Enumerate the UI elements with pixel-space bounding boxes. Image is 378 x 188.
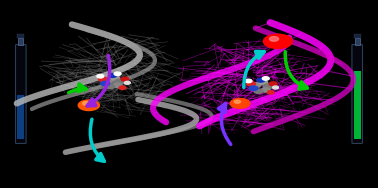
- Bar: [17, 34, 24, 38]
- Circle shape: [121, 77, 129, 81]
- Circle shape: [97, 74, 104, 78]
- Circle shape: [259, 80, 268, 85]
- Circle shape: [230, 99, 250, 108]
- Circle shape: [106, 84, 115, 89]
- Circle shape: [263, 84, 273, 89]
- Circle shape: [101, 81, 110, 86]
- Circle shape: [249, 86, 258, 90]
- Circle shape: [254, 89, 263, 93]
- Circle shape: [245, 79, 252, 83]
- Bar: [17, 95, 24, 139]
- Circle shape: [251, 83, 261, 88]
- Circle shape: [234, 100, 240, 103]
- Circle shape: [124, 81, 130, 84]
- FancyBboxPatch shape: [15, 45, 26, 143]
- Circle shape: [78, 100, 99, 111]
- Circle shape: [115, 79, 125, 84]
- Circle shape: [109, 74, 116, 77]
- Circle shape: [267, 91, 274, 94]
- Circle shape: [114, 72, 121, 75]
- Circle shape: [269, 82, 277, 86]
- Circle shape: [111, 76, 119, 80]
- Circle shape: [261, 88, 270, 92]
- Circle shape: [257, 78, 265, 82]
- Circle shape: [113, 83, 122, 87]
- Circle shape: [98, 77, 107, 81]
- Bar: [355, 38, 360, 45]
- Circle shape: [273, 86, 279, 89]
- Circle shape: [82, 102, 90, 105]
- Circle shape: [270, 37, 279, 41]
- Bar: [354, 34, 361, 38]
- Bar: [18, 38, 23, 45]
- FancyBboxPatch shape: [352, 45, 363, 143]
- Circle shape: [119, 86, 126, 89]
- Circle shape: [103, 78, 113, 83]
- Circle shape: [263, 34, 292, 49]
- Circle shape: [246, 82, 256, 86]
- Bar: [354, 70, 361, 139]
- Circle shape: [262, 77, 269, 80]
